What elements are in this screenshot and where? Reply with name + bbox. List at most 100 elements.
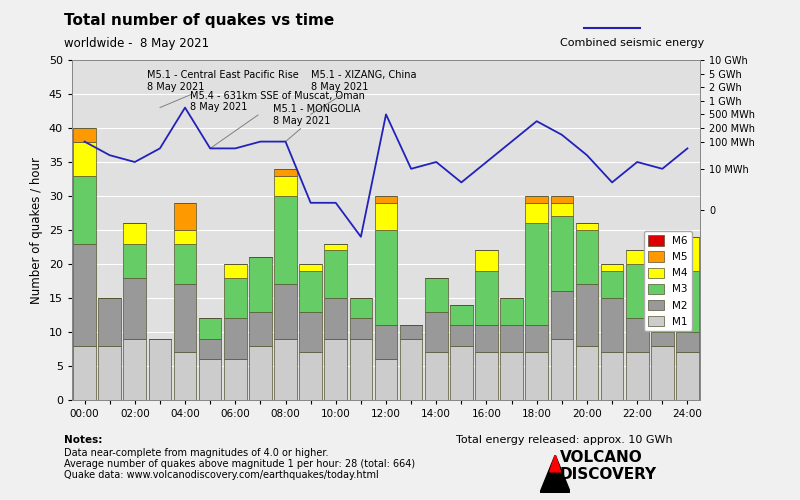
Text: worldwide -  8 May 2021: worldwide - 8 May 2021 xyxy=(64,38,209,51)
Bar xyxy=(601,264,623,271)
Text: M5.4 - 631km SSE of Muscat, Oman
8 May 2021: M5.4 - 631km SSE of Muscat, Oman 8 May 2… xyxy=(190,90,365,148)
Bar xyxy=(299,312,322,352)
Text: Total number of quakes vs time: Total number of quakes vs time xyxy=(64,12,334,28)
Bar xyxy=(249,257,272,312)
Bar xyxy=(425,278,447,312)
Bar xyxy=(526,223,548,325)
Bar xyxy=(123,339,146,400)
Bar xyxy=(224,359,246,400)
Bar xyxy=(149,339,171,400)
Bar xyxy=(400,339,422,400)
Bar xyxy=(74,346,96,400)
Bar xyxy=(475,325,498,352)
Bar xyxy=(526,352,548,400)
Bar xyxy=(400,325,422,339)
Bar xyxy=(123,244,146,278)
Bar xyxy=(174,244,196,284)
Bar xyxy=(299,352,322,400)
Bar xyxy=(374,359,398,400)
Bar xyxy=(676,332,698,352)
Bar xyxy=(374,203,398,230)
Y-axis label: Number of quakes / hour: Number of quakes / hour xyxy=(30,156,43,304)
Bar xyxy=(626,318,649,352)
Bar xyxy=(601,298,623,352)
Bar xyxy=(374,325,398,359)
Text: Total energy released: approx. 10 GWh: Total energy released: approx. 10 GWh xyxy=(456,435,673,445)
Bar xyxy=(374,196,398,203)
Bar xyxy=(550,216,573,291)
Text: M5.1 - MONGOLIA
8 May 2021: M5.1 - MONGOLIA 8 May 2021 xyxy=(273,104,360,142)
Bar xyxy=(526,325,548,352)
Bar xyxy=(601,352,623,400)
Bar xyxy=(74,142,96,176)
Bar xyxy=(199,318,222,339)
Bar xyxy=(450,346,473,400)
Polygon shape xyxy=(550,455,561,472)
Bar xyxy=(325,339,347,400)
Text: M5.1 - XIZANG, China
8 May 2021: M5.1 - XIZANG, China 8 May 2021 xyxy=(310,70,416,114)
Bar xyxy=(576,230,598,284)
Bar xyxy=(174,230,196,243)
Text: Data near-complete from magnitudes of 4.0 or higher.: Data near-complete from magnitudes of 4.… xyxy=(64,448,329,458)
Bar xyxy=(325,298,347,339)
Bar xyxy=(374,230,398,325)
Bar xyxy=(626,352,649,400)
Bar xyxy=(274,339,297,400)
Text: Average number of quakes above magnitude 1 per hour: 28 (total: 664): Average number of quakes above magnitude… xyxy=(64,459,415,469)
Text: Combined seismic energy: Combined seismic energy xyxy=(560,38,704,48)
Bar xyxy=(224,318,246,359)
Bar xyxy=(350,339,372,400)
Bar xyxy=(550,339,573,400)
Bar xyxy=(500,352,523,400)
Bar xyxy=(601,271,623,298)
Bar xyxy=(325,244,347,250)
Bar xyxy=(199,359,222,400)
Bar xyxy=(550,196,573,203)
Bar xyxy=(74,176,96,244)
Bar xyxy=(274,169,297,175)
Bar xyxy=(500,325,523,352)
Bar xyxy=(199,339,222,359)
Bar xyxy=(274,196,297,284)
Bar xyxy=(249,346,272,400)
Polygon shape xyxy=(540,455,570,492)
Bar xyxy=(249,312,272,346)
Bar xyxy=(174,352,196,400)
Bar xyxy=(174,284,196,352)
Bar xyxy=(425,352,447,400)
Bar xyxy=(350,298,372,318)
Bar xyxy=(651,346,674,400)
Bar xyxy=(475,250,498,271)
Bar xyxy=(526,203,548,223)
Bar xyxy=(576,346,598,400)
Bar xyxy=(676,352,698,400)
Bar xyxy=(500,298,523,325)
Text: Notes:: Notes: xyxy=(64,435,102,445)
Bar xyxy=(350,318,372,339)
Bar xyxy=(299,271,322,312)
Bar xyxy=(98,298,121,346)
Text: Quake data: www.volcanodiscovery.com/earthquakes/today.html: Quake data: www.volcanodiscovery.com/ear… xyxy=(64,470,378,480)
Bar xyxy=(651,332,674,345)
Bar xyxy=(325,250,347,298)
Text: VOLCANO
DISCOVERY: VOLCANO DISCOVERY xyxy=(560,450,657,482)
Bar xyxy=(174,203,196,230)
Bar xyxy=(626,264,649,318)
Bar xyxy=(676,237,698,271)
Bar xyxy=(550,291,573,339)
Bar xyxy=(626,250,649,264)
Bar xyxy=(475,352,498,400)
Bar xyxy=(274,284,297,339)
Bar xyxy=(98,346,121,400)
Legend: M6, M5, M4, M3, M2, M1: M6, M5, M4, M3, M2, M1 xyxy=(644,231,692,331)
Bar xyxy=(676,271,698,332)
Bar xyxy=(123,278,146,339)
Bar xyxy=(274,176,297,196)
Bar xyxy=(450,305,473,325)
Bar xyxy=(123,223,146,244)
Bar xyxy=(475,271,498,325)
Bar xyxy=(299,264,322,271)
Bar xyxy=(526,196,548,203)
Bar xyxy=(550,203,573,216)
Bar xyxy=(651,312,674,332)
